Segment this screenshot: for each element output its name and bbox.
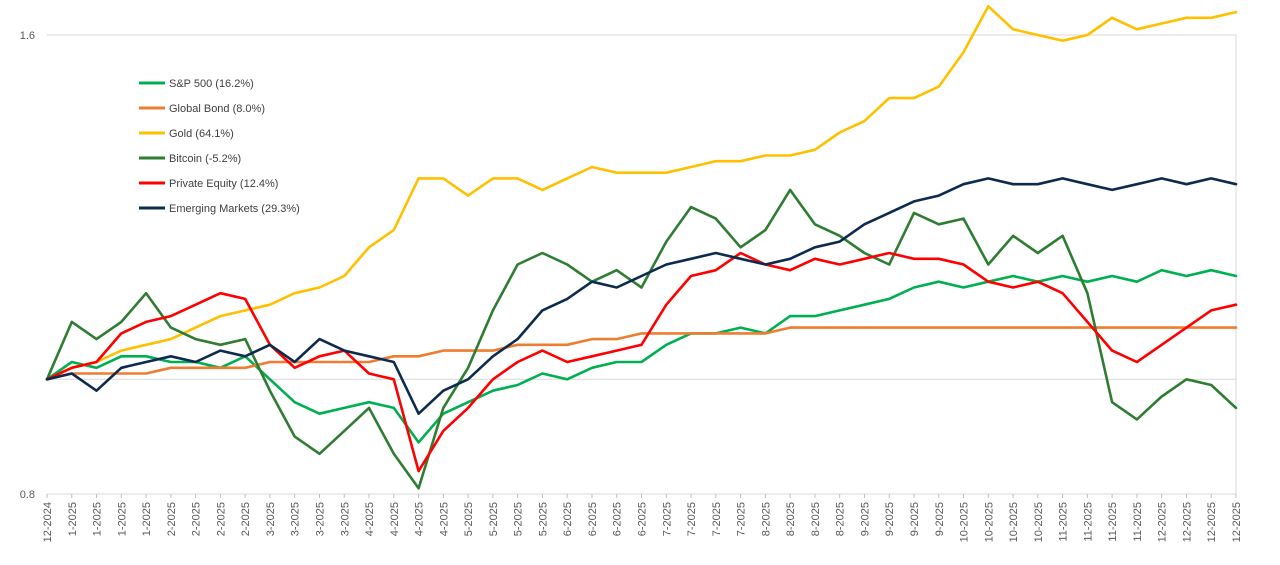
legend-label-2: Gold (64.1%) <box>169 128 234 140</box>
x-tick-label-27: 7-2025 <box>711 502 723 536</box>
x-tick-label-10: 3-2025 <box>290 502 302 536</box>
x-tick-label-24: 6-2025 <box>637 502 649 536</box>
x-tick-label-40: 10-2025 <box>1033 502 1045 542</box>
x-tick-label-8: 2-2025 <box>240 502 252 536</box>
x-tick-label-42: 11-2025 <box>1082 502 1094 542</box>
x-tick-label-4: 1-2025 <box>141 502 153 536</box>
x-tick-label-1: 1-2025 <box>67 502 79 536</box>
legend-label-0: S&P 500 (16.2%) <box>169 78 254 90</box>
x-tick-label-0: 12-2024 <box>42 502 54 542</box>
x-tick-label-48: 12-2025 <box>1231 502 1243 542</box>
x-axis-ticks: 12-2024 1-2025 1-2025 1-2025 1-2025 2-2025 2-2… <box>42 494 1243 542</box>
y-tick-label-0: 0.8 <box>20 489 35 501</box>
x-tick-label-7: 2-2025 <box>215 502 227 536</box>
x-tick-label-25: 7-2025 <box>661 502 673 536</box>
legend-label-4: Private Equity (12.4%) <box>169 178 278 190</box>
x-tick-label-11: 3-2025 <box>314 502 326 536</box>
legend-label-3: Bitcoin (-5.2%) <box>169 153 241 165</box>
legend-label-5: Emerging Markets (29.3%) <box>169 203 300 215</box>
x-tick-label-16: 4-2025 <box>438 502 450 536</box>
x-tick-label-2: 1-2025 <box>92 502 104 536</box>
x-tick-label-37: 10-2025 <box>959 502 971 542</box>
x-tick-label-47: 12-2025 <box>1206 502 1218 542</box>
x-tick-label-15: 4-2025 <box>414 502 426 536</box>
x-tick-label-18: 5-2025 <box>488 502 500 536</box>
x-tick-label-41: 11-2025 <box>1058 502 1070 542</box>
x-tick-label-9: 3-2025 <box>265 502 277 536</box>
series-line-1 <box>45 326 1238 381</box>
x-tick-label-23: 6-2025 <box>612 502 624 536</box>
series-line-0 <box>45 268 1238 444</box>
x-tick-label-32: 8-2025 <box>835 502 847 536</box>
x-tick-label-30: 8-2025 <box>785 502 797 536</box>
x-tick-label-35: 9-2025 <box>909 502 921 536</box>
x-tick-label-43: 11-2025 <box>1107 502 1119 542</box>
series-lines <box>45 5 1238 490</box>
y-tick-label-1: 1.6 <box>20 30 35 42</box>
x-tick-label-13: 4-2025 <box>364 502 376 536</box>
x-tick-label-3: 1-2025 <box>116 502 128 536</box>
y-axis-ticks: 0.8 1.6 <box>20 30 35 501</box>
x-tick-label-21: 6-2025 <box>562 502 574 536</box>
legend: S&P 500 (16.2%) Global Bond (8.0%) Gold (6… <box>139 78 300 215</box>
x-tick-label-6: 2-2025 <box>191 502 203 536</box>
legend-label-1: Global Bond (8.0%) <box>169 103 265 115</box>
series-line-4 <box>45 251 1238 473</box>
x-tick-label-17: 5-2025 <box>463 502 475 536</box>
x-tick-label-45: 12-2025 <box>1157 502 1169 542</box>
x-tick-label-38: 10-2025 <box>983 502 995 542</box>
x-tick-label-14: 4-2025 <box>389 502 401 536</box>
x-tick-label-31: 8-2025 <box>810 502 822 536</box>
x-tick-label-39: 10-2025 <box>1008 502 1020 542</box>
series-line-2 <box>45 5 1238 381</box>
series-line-3 <box>45 188 1238 490</box>
x-tick-label-28: 7-2025 <box>736 502 748 536</box>
x-tick-label-12: 3-2025 <box>339 502 351 536</box>
x-tick-label-29: 8-2025 <box>760 502 772 536</box>
x-tick-label-26: 7-2025 <box>686 502 698 536</box>
x-tick-label-22: 6-2025 <box>587 502 599 536</box>
x-tick-label-5: 2-2025 <box>166 502 178 536</box>
x-tick-label-20: 5-2025 <box>537 502 549 536</box>
series-line-5 <box>45 177 1238 416</box>
x-tick-label-36: 9-2025 <box>934 502 946 536</box>
x-tick-label-46: 12-2025 <box>1181 502 1193 542</box>
x-tick-label-33: 9-2025 <box>859 502 871 536</box>
x-tick-label-19: 5-2025 <box>513 502 525 536</box>
x-tick-label-34: 9-2025 <box>884 502 896 536</box>
x-tick-label-44: 11-2025 <box>1132 502 1144 542</box>
